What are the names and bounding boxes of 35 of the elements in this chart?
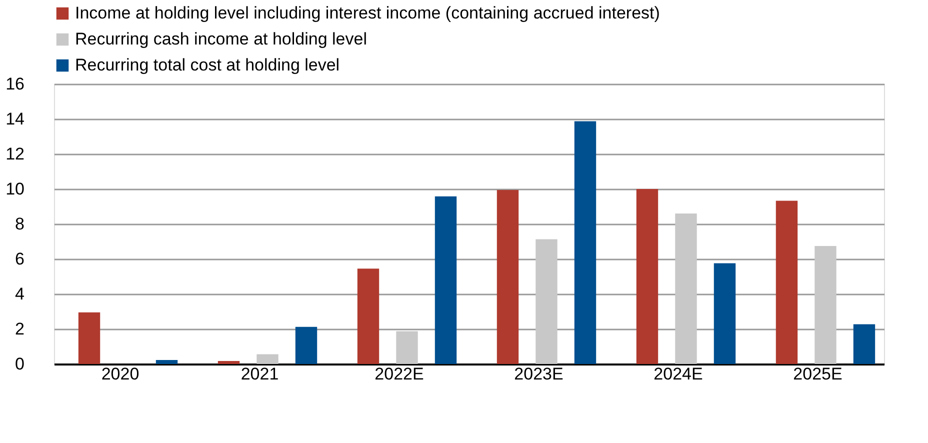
y-tick-label: 4 (15, 284, 24, 304)
y-tick-label: 10 (6, 180, 24, 198)
y-tick-label: 0 (15, 354, 24, 374)
y-tick-label: 12 (6, 144, 24, 164)
y-tick-label: 16 (6, 74, 24, 94)
legend-label: Recurring total cost at holding level (75, 56, 340, 74)
x-tick-label: 2021 (240, 364, 279, 384)
bar (536, 239, 558, 364)
legend-label: Recurring cash income at holding level (75, 30, 367, 48)
bar (675, 214, 697, 364)
bar (496, 190, 519, 364)
bar (776, 200, 798, 364)
x-tick-label: 2023E (514, 364, 564, 384)
bar (714, 263, 736, 364)
y-tick-label: 2 (15, 320, 24, 338)
y-tick-label: 8 (15, 214, 24, 234)
bar (295, 326, 318, 364)
bar (156, 360, 178, 364)
y-tick-label: 14 (6, 110, 24, 128)
legend-label: Income at holding level including interest income (containing accrued interest) (75, 4, 660, 22)
bar (357, 268, 380, 364)
x-tick-label: 2020 (101, 364, 140, 384)
bar (853, 324, 876, 364)
y-tick-label: 6 (15, 250, 24, 268)
bar (434, 196, 457, 364)
bar (218, 361, 240, 364)
x-tick-label: 2022E (374, 364, 424, 384)
bar (78, 312, 100, 364)
bar (396, 331, 418, 364)
bar (256, 354, 278, 364)
bar (636, 189, 658, 364)
x-tick-label: 2025E (793, 364, 842, 384)
bar (574, 121, 596, 364)
bar (814, 246, 836, 364)
x-tick-label: 2024E (654, 364, 703, 384)
